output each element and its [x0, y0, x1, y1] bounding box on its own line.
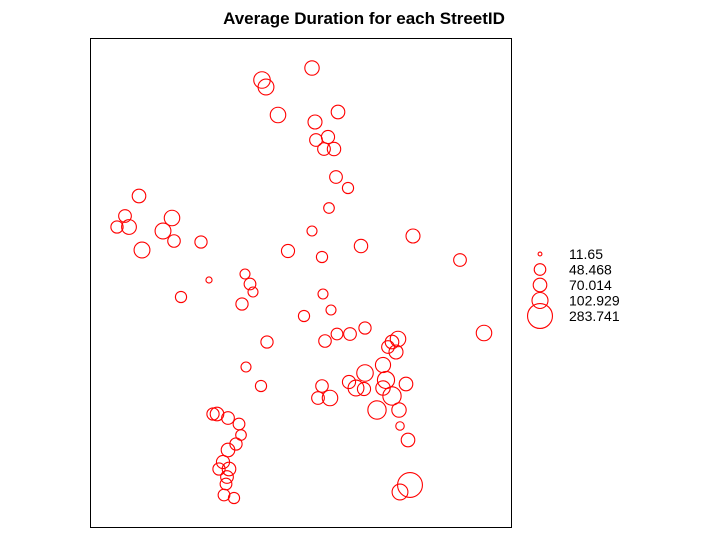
data-point	[391, 483, 409, 501]
data-point	[247, 286, 259, 298]
data-point	[220, 470, 234, 484]
data-point	[257, 78, 275, 96]
data-point	[269, 106, 287, 124]
data-point	[329, 170, 343, 184]
data-point	[118, 209, 132, 223]
data-point	[227, 491, 241, 505]
data-point	[347, 379, 365, 397]
data-point	[325, 304, 337, 316]
data-point	[341, 181, 355, 195]
data-point	[330, 104, 346, 120]
data-point	[475, 324, 493, 342]
data-point	[174, 290, 188, 304]
data-point	[307, 114, 323, 130]
data-point	[453, 253, 467, 267]
data-point	[309, 133, 323, 147]
data-point	[358, 321, 372, 335]
data-point	[343, 327, 357, 341]
legend-symbol	[533, 263, 547, 276]
data-point	[326, 141, 342, 157]
data-point	[315, 250, 329, 264]
data-point	[398, 376, 414, 392]
data-point	[154, 222, 172, 240]
data-point	[397, 472, 423, 498]
legend-label: 102.929	[569, 293, 620, 309]
data-point	[311, 391, 325, 405]
legend-label: 48.468	[569, 262, 612, 278]
data-point	[306, 225, 318, 237]
data-point	[221, 411, 235, 425]
data-point	[382, 386, 402, 406]
data-point	[356, 364, 374, 382]
data-point	[323, 202, 335, 214]
legend-symbol	[526, 302, 554, 330]
data-point	[318, 334, 332, 348]
data-point	[341, 374, 357, 390]
data-point	[321, 389, 339, 407]
data-point	[330, 327, 344, 341]
data-point	[243, 277, 257, 291]
data-point	[254, 379, 268, 393]
data-point	[315, 379, 329, 393]
data-point	[163, 209, 181, 227]
data-point	[376, 370, 396, 390]
plot-frame	[90, 38, 512, 528]
data-point	[240, 361, 252, 373]
data-point	[194, 235, 208, 249]
data-point	[367, 400, 387, 420]
data-point	[280, 243, 296, 259]
data-point	[356, 381, 372, 397]
data-point	[110, 220, 124, 234]
data-point	[353, 238, 369, 254]
data-point	[212, 462, 226, 476]
legend-symbol	[537, 251, 543, 257]
data-point	[235, 429, 247, 441]
data-point	[297, 309, 311, 323]
data-point	[232, 417, 246, 431]
data-point	[400, 432, 416, 448]
data-point	[388, 344, 404, 360]
data-point	[133, 241, 151, 259]
legend-label: 283.741	[569, 308, 620, 324]
data-point	[235, 297, 249, 311]
legend-label: 11.65	[569, 246, 603, 262]
data-point	[405, 228, 421, 244]
data-point	[205, 276, 213, 284]
data-point	[395, 421, 405, 431]
data-point	[221, 461, 237, 477]
data-point	[381, 340, 395, 354]
data-point	[220, 442, 236, 458]
data-point	[121, 219, 137, 235]
legend-symbol	[531, 291, 549, 310]
data-point	[167, 234, 181, 248]
data-point	[206, 407, 220, 421]
data-point	[374, 356, 392, 374]
legend-symbol	[532, 277, 548, 293]
data-point	[389, 330, 407, 348]
points-layer	[110, 60, 493, 505]
data-point	[239, 268, 251, 280]
data-point	[317, 288, 329, 300]
data-point	[219, 477, 233, 491]
chart-title: Average Duration for each StreetID	[223, 9, 505, 28]
legend-label: 70.014	[569, 277, 612, 293]
data-point	[304, 60, 320, 76]
data-point	[260, 335, 274, 349]
data-point	[131, 188, 147, 204]
data-point	[391, 402, 407, 418]
data-point	[320, 129, 336, 145]
data-point	[317, 142, 331, 156]
data-point	[384, 334, 400, 350]
